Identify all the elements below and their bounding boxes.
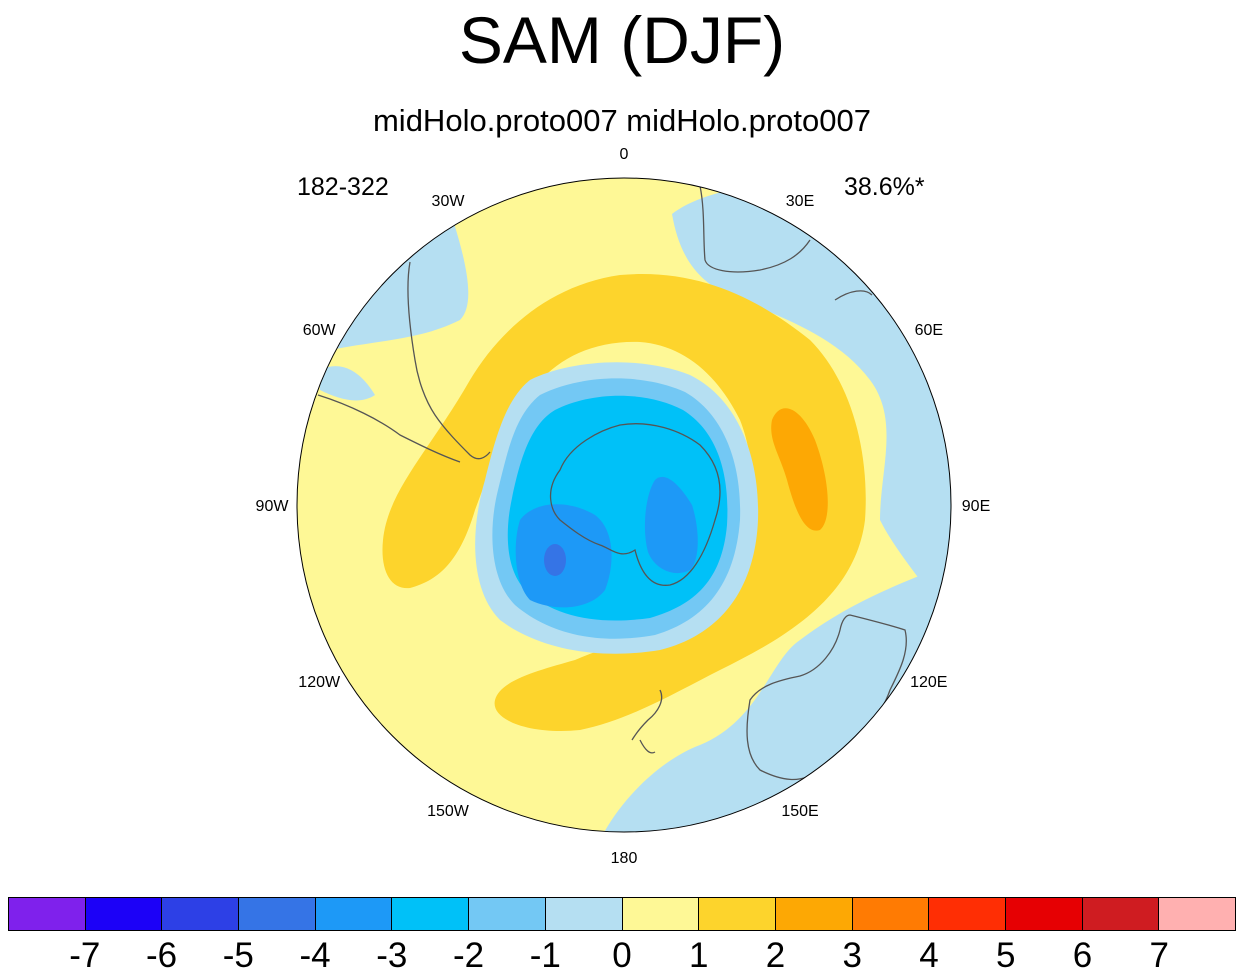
lon-label: 120W — [298, 674, 341, 691]
colorbar-tick-label: 7 — [1149, 936, 1169, 975]
coast-south-america — [317, 261, 491, 463]
colorbar-box — [469, 898, 546, 930]
colorbar-tick-label: 1 — [689, 936, 709, 975]
colorbar-tick-label: -3 — [376, 936, 408, 975]
map-border — [296, 177, 952, 833]
colorbar-box — [622, 898, 700, 930]
lon-label: 30W — [432, 193, 466, 210]
coast-antarctica — [549, 423, 721, 586]
polar-map: 0 30E 60E 90E 120E 150E 180 150W 120W 90W 60W 30W — [256, 146, 991, 867]
field-neg-min — [544, 544, 566, 576]
colorbar-tick-label: 0 — [612, 936, 632, 975]
coast-australia — [746, 614, 907, 781]
colorbar-box — [545, 898, 623, 930]
colorbar-box — [1005, 898, 1083, 930]
map-title: SAM (DJF) — [458, 3, 786, 77]
coast-new-zealand — [631, 689, 663, 754]
colorbar-box — [162, 898, 240, 930]
variance-label: 38.6%* — [844, 173, 925, 201]
colorbar-box — [239, 898, 316, 930]
colorbar-box — [85, 898, 163, 930]
colorbar-tick-label: 4 — [919, 936, 939, 975]
coast-madagascar — [834, 290, 873, 301]
lon-label: 180 — [611, 850, 638, 867]
colorbar-tick-label: 2 — [765, 936, 786, 975]
colorbar-box — [1082, 898, 1160, 930]
colorbar-tick-label: 5 — [996, 936, 1016, 975]
colorbar-box — [315, 898, 393, 930]
lon-label: 120E — [910, 674, 947, 691]
colorbar-box — [929, 898, 1006, 930]
field-neg-west-small — [320, 366, 375, 401]
colorbar-tick-label: -6 — [145, 936, 178, 975]
lon-label: 60E — [915, 322, 943, 339]
field-pos-max — [771, 408, 828, 531]
period-label: 182-322 — [297, 173, 389, 201]
field-pos-ring — [382, 274, 866, 731]
field-neg-center-4a — [644, 476, 698, 574]
coastlines — [317, 185, 907, 781]
colorbar-tick-label: -5 — [222, 936, 254, 975]
colorbar — [8, 897, 1236, 931]
lon-label: 0 — [620, 146, 629, 163]
longitude-labels: 0 30E 60E 90E 120E 150E 180 150W 120W 90W 60W 30W — [256, 146, 991, 867]
coast-africa — [699, 185, 811, 273]
colorbar-tick-label: -1 — [529, 936, 561, 975]
colorbar-tick-label: 3 — [842, 936, 862, 975]
lon-label: 150W — [427, 803, 470, 820]
lon-label: 60W — [303, 322, 337, 339]
lon-label: 90E — [962, 498, 990, 515]
lon-label: 90W — [256, 498, 290, 515]
colorbar-box — [392, 898, 470, 930]
colorbar-box — [699, 898, 776, 930]
colorbar-box — [775, 898, 853, 930]
colorbar-box — [852, 898, 930, 930]
colorbar-tick-label: -4 — [299, 936, 331, 975]
colorbar-tick-label: -7 — [69, 936, 101, 975]
colorbar-tick-label: -2 — [452, 936, 485, 975]
colorbar-box — [9, 898, 86, 930]
map-subtitle: midHolo.proto007 midHolo.proto007 — [372, 103, 871, 138]
lon-label: 150E — [781, 803, 818, 820]
map-field — [297, 178, 951, 832]
lon-label: 30E — [786, 193, 814, 210]
colorbar-tick-label: 6 — [1072, 936, 1093, 975]
colorbar-box — [1159, 898, 1235, 930]
